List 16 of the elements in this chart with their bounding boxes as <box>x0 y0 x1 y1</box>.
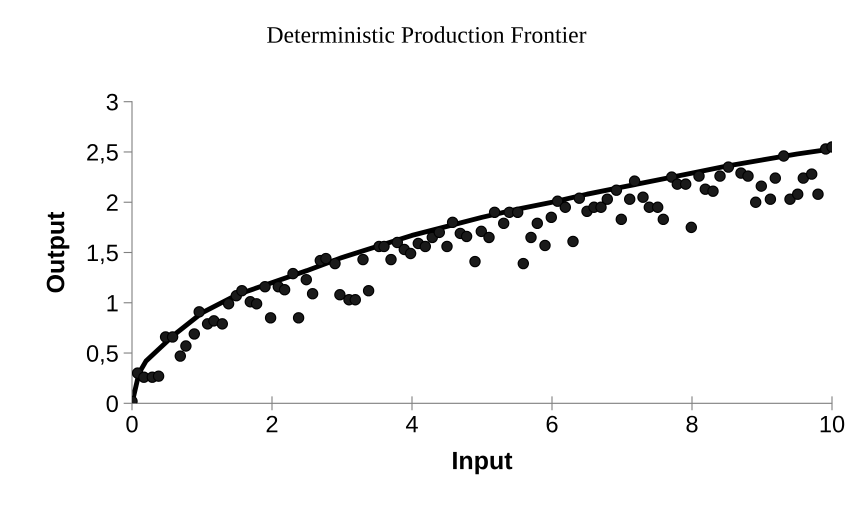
x-tick-label: 0 <box>126 416 138 432</box>
y-tick-label: 0,5 <box>86 345 118 365</box>
y-tick-label: 1 <box>107 295 118 312</box>
y-tick-label: 1,5 <box>88 244 118 264</box>
y-tick-label: 2,5 <box>87 144 118 164</box>
x-tick-label: 6 <box>546 416 558 432</box>
chart-title: Deterministic Production Frontier <box>267 26 586 43</box>
y-tick-label: 0 <box>106 395 118 412</box>
x-tick-label: 4 <box>406 416 418 432</box>
x-tick-label: 8 <box>686 416 698 432</box>
y-tick-label: 2 <box>106 194 118 211</box>
x-tick-label: 10 <box>820 416 844 432</box>
y-axis-title: Output <box>46 212 70 292</box>
x-axis-title: Input <box>453 452 512 474</box>
y-tick-label: 3 <box>106 94 118 110</box>
x-tick-label: 2 <box>266 416 278 432</box>
